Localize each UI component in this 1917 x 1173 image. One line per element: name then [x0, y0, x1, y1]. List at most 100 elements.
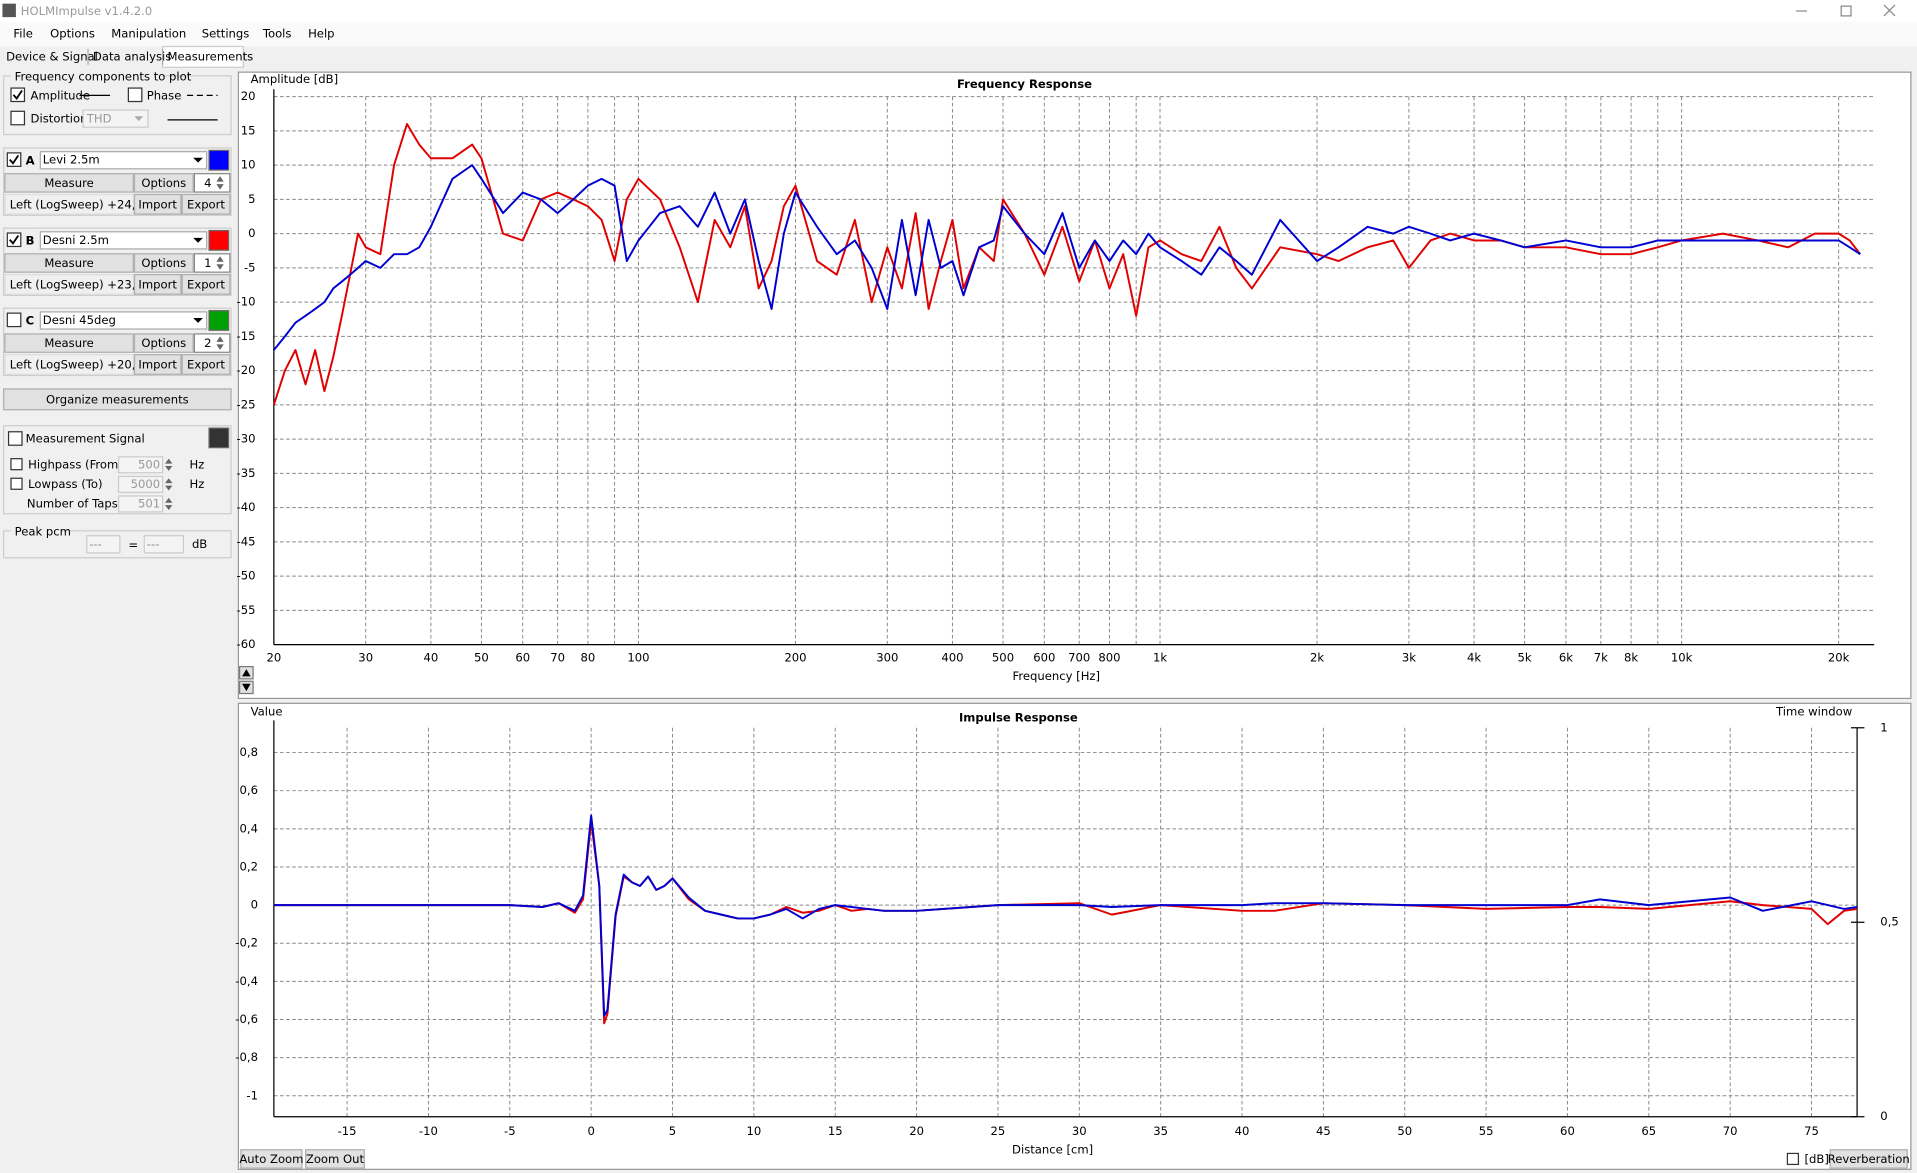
- measurement-checkbox[interactable]: [6, 152, 22, 167]
- import-button[interactable]: [133, 193, 182, 215]
- info-box: [4, 273, 134, 295]
- auto-zoom-button[interactable]: [240, 1149, 303, 1169]
- import-button[interactable]: [133, 273, 182, 295]
- measurement-select[interactable]: [39, 311, 208, 330]
- distortion-select[interactable]: [82, 109, 149, 128]
- menu-item[interactable]: Manipulation: [111, 27, 186, 41]
- close-button[interactable]: [1883, 4, 1896, 17]
- options-button[interactable]: [133, 333, 194, 353]
- signal-color[interactable]: [208, 427, 230, 449]
- zoom-out-button[interactable]: [305, 1149, 365, 1169]
- highpass-checkbox[interactable]: [10, 458, 23, 471]
- x-tick-label: 50: [474, 651, 489, 665]
- export-button-label: Export: [187, 197, 225, 211]
- x-axis-label: Frequency [Hz]: [1013, 669, 1101, 683]
- frequency-panel: [237, 71, 1912, 700]
- measurement-select[interactable]: [39, 231, 208, 250]
- amplitude-checkbox[interactable]: [10, 87, 26, 103]
- info-box: [4, 354, 134, 375]
- spin-arrows[interactable]: [165, 458, 173, 471]
- x-tick-label: 400: [941, 651, 963, 665]
- distortion-checkbox[interactable]: [10, 110, 26, 126]
- measure-button[interactable]: [4, 333, 134, 353]
- x-tick-label: 20: [266, 651, 281, 665]
- amplitude-checkbox-check: [12, 90, 23, 100]
- export-button[interactable]: [181, 193, 231, 215]
- measure-button-label: Measure: [44, 256, 93, 270]
- menu-item[interactable]: Settings: [202, 27, 250, 41]
- measurement-select[interactable]: [39, 151, 208, 170]
- count-spinner[interactable]: [193, 173, 231, 193]
- menu-item[interactable]: Tools: [262, 27, 292, 41]
- app-icon: [2, 3, 16, 18]
- distortion-type: THD: [86, 112, 112, 126]
- dropdown-arrow: [193, 157, 203, 163]
- options-button[interactable]: [133, 253, 194, 273]
- tab[interactable]: Measurements: [167, 49, 253, 63]
- menu-item[interactable]: Options: [50, 27, 95, 41]
- zoom-out-button-label: Zoom Out: [306, 1152, 365, 1166]
- taps-value: 501: [138, 496, 160, 510]
- spin-arrows[interactable]: [165, 478, 173, 491]
- y-tick-label: -0,2: [235, 936, 258, 950]
- window-title: HOLMImpulse v1.4.2.0: [21, 4, 152, 18]
- lowpass-input[interactable]: [117, 475, 164, 493]
- measurement-color[interactable]: [208, 229, 230, 251]
- lowpass-checkbox[interactable]: [10, 477, 23, 490]
- peak-input: [86, 535, 121, 554]
- peak-label: Peak pcm: [15, 525, 71, 539]
- x-tick-label: 700: [1068, 651, 1090, 665]
- lowpass-label: Lowpass (To): [28, 477, 102, 491]
- organize-button-label: Organize measurements: [46, 392, 189, 406]
- measurement-checkbox-check: [9, 234, 20, 245]
- x-tick-label: 800: [1098, 651, 1120, 665]
- import-button[interactable]: [133, 354, 182, 375]
- tab[interactable]: Data analysis: [93, 49, 171, 63]
- x-tick-label: 75: [1804, 1124, 1819, 1138]
- measurement-letter: B: [26, 233, 35, 247]
- spin-arrows[interactable]: [165, 497, 173, 511]
- highpass-label: Highpass (From): [28, 457, 123, 471]
- options-button[interactable]: [133, 173, 194, 193]
- title-bar: [0, 0, 1917, 23]
- phase-checkbox[interactable]: [127, 87, 143, 103]
- x-tick-label: 70: [1723, 1124, 1738, 1138]
- db-checkbox[interactable]: [1786, 1152, 1800, 1166]
- measure-button[interactable]: [4, 173, 134, 193]
- x-tick-label: 35: [1153, 1124, 1168, 1138]
- spin-arrows[interactable]: [216, 336, 224, 350]
- signal-checkbox[interactable]: [7, 431, 23, 446]
- menu-item[interactable]: File: [13, 27, 32, 41]
- measurement-letter: C: [26, 314, 35, 328]
- tab[interactable]: Device & Signal: [6, 49, 98, 63]
- count-spinner[interactable]: [193, 333, 231, 353]
- measurement-checkbox[interactable]: [6, 312, 22, 328]
- spin-arrows[interactable]: [216, 256, 224, 270]
- series-line: [272, 123, 1862, 406]
- spin-arrows[interactable]: [216, 176, 224, 190]
- y-tick-label: 0: [248, 226, 255, 240]
- export-button[interactable]: [181, 273, 231, 295]
- y-tick-label: 0: [251, 898, 258, 912]
- x-tick-label: -15: [338, 1124, 357, 1138]
- measurement-checkbox[interactable]: [6, 232, 22, 248]
- measure-button[interactable]: [4, 253, 134, 273]
- x-tick-label: 30: [1072, 1124, 1087, 1138]
- y-tick-label: -50: [237, 569, 256, 583]
- measurement-color[interactable]: [208, 310, 230, 331]
- series-line: [273, 164, 1861, 351]
- measurement-color[interactable]: [208, 149, 230, 171]
- export-button[interactable]: [181, 354, 231, 375]
- taps-input[interactable]: [117, 495, 164, 513]
- count-spinner[interactable]: [193, 253, 231, 273]
- count-value: 4: [204, 176, 211, 190]
- highpass-input[interactable]: [117, 456, 164, 474]
- reverberation-button[interactable]: [1829, 1149, 1908, 1169]
- restore-button[interactable]: [1840, 5, 1852, 17]
- organize-button[interactable]: [3, 388, 232, 411]
- info-box: [4, 193, 134, 215]
- options-button-label: Options: [141, 176, 186, 190]
- menu-item[interactable]: Help: [308, 27, 334, 41]
- y-tick-label: 10: [241, 158, 256, 172]
- x-tick-label: 5k: [1518, 651, 1532, 665]
